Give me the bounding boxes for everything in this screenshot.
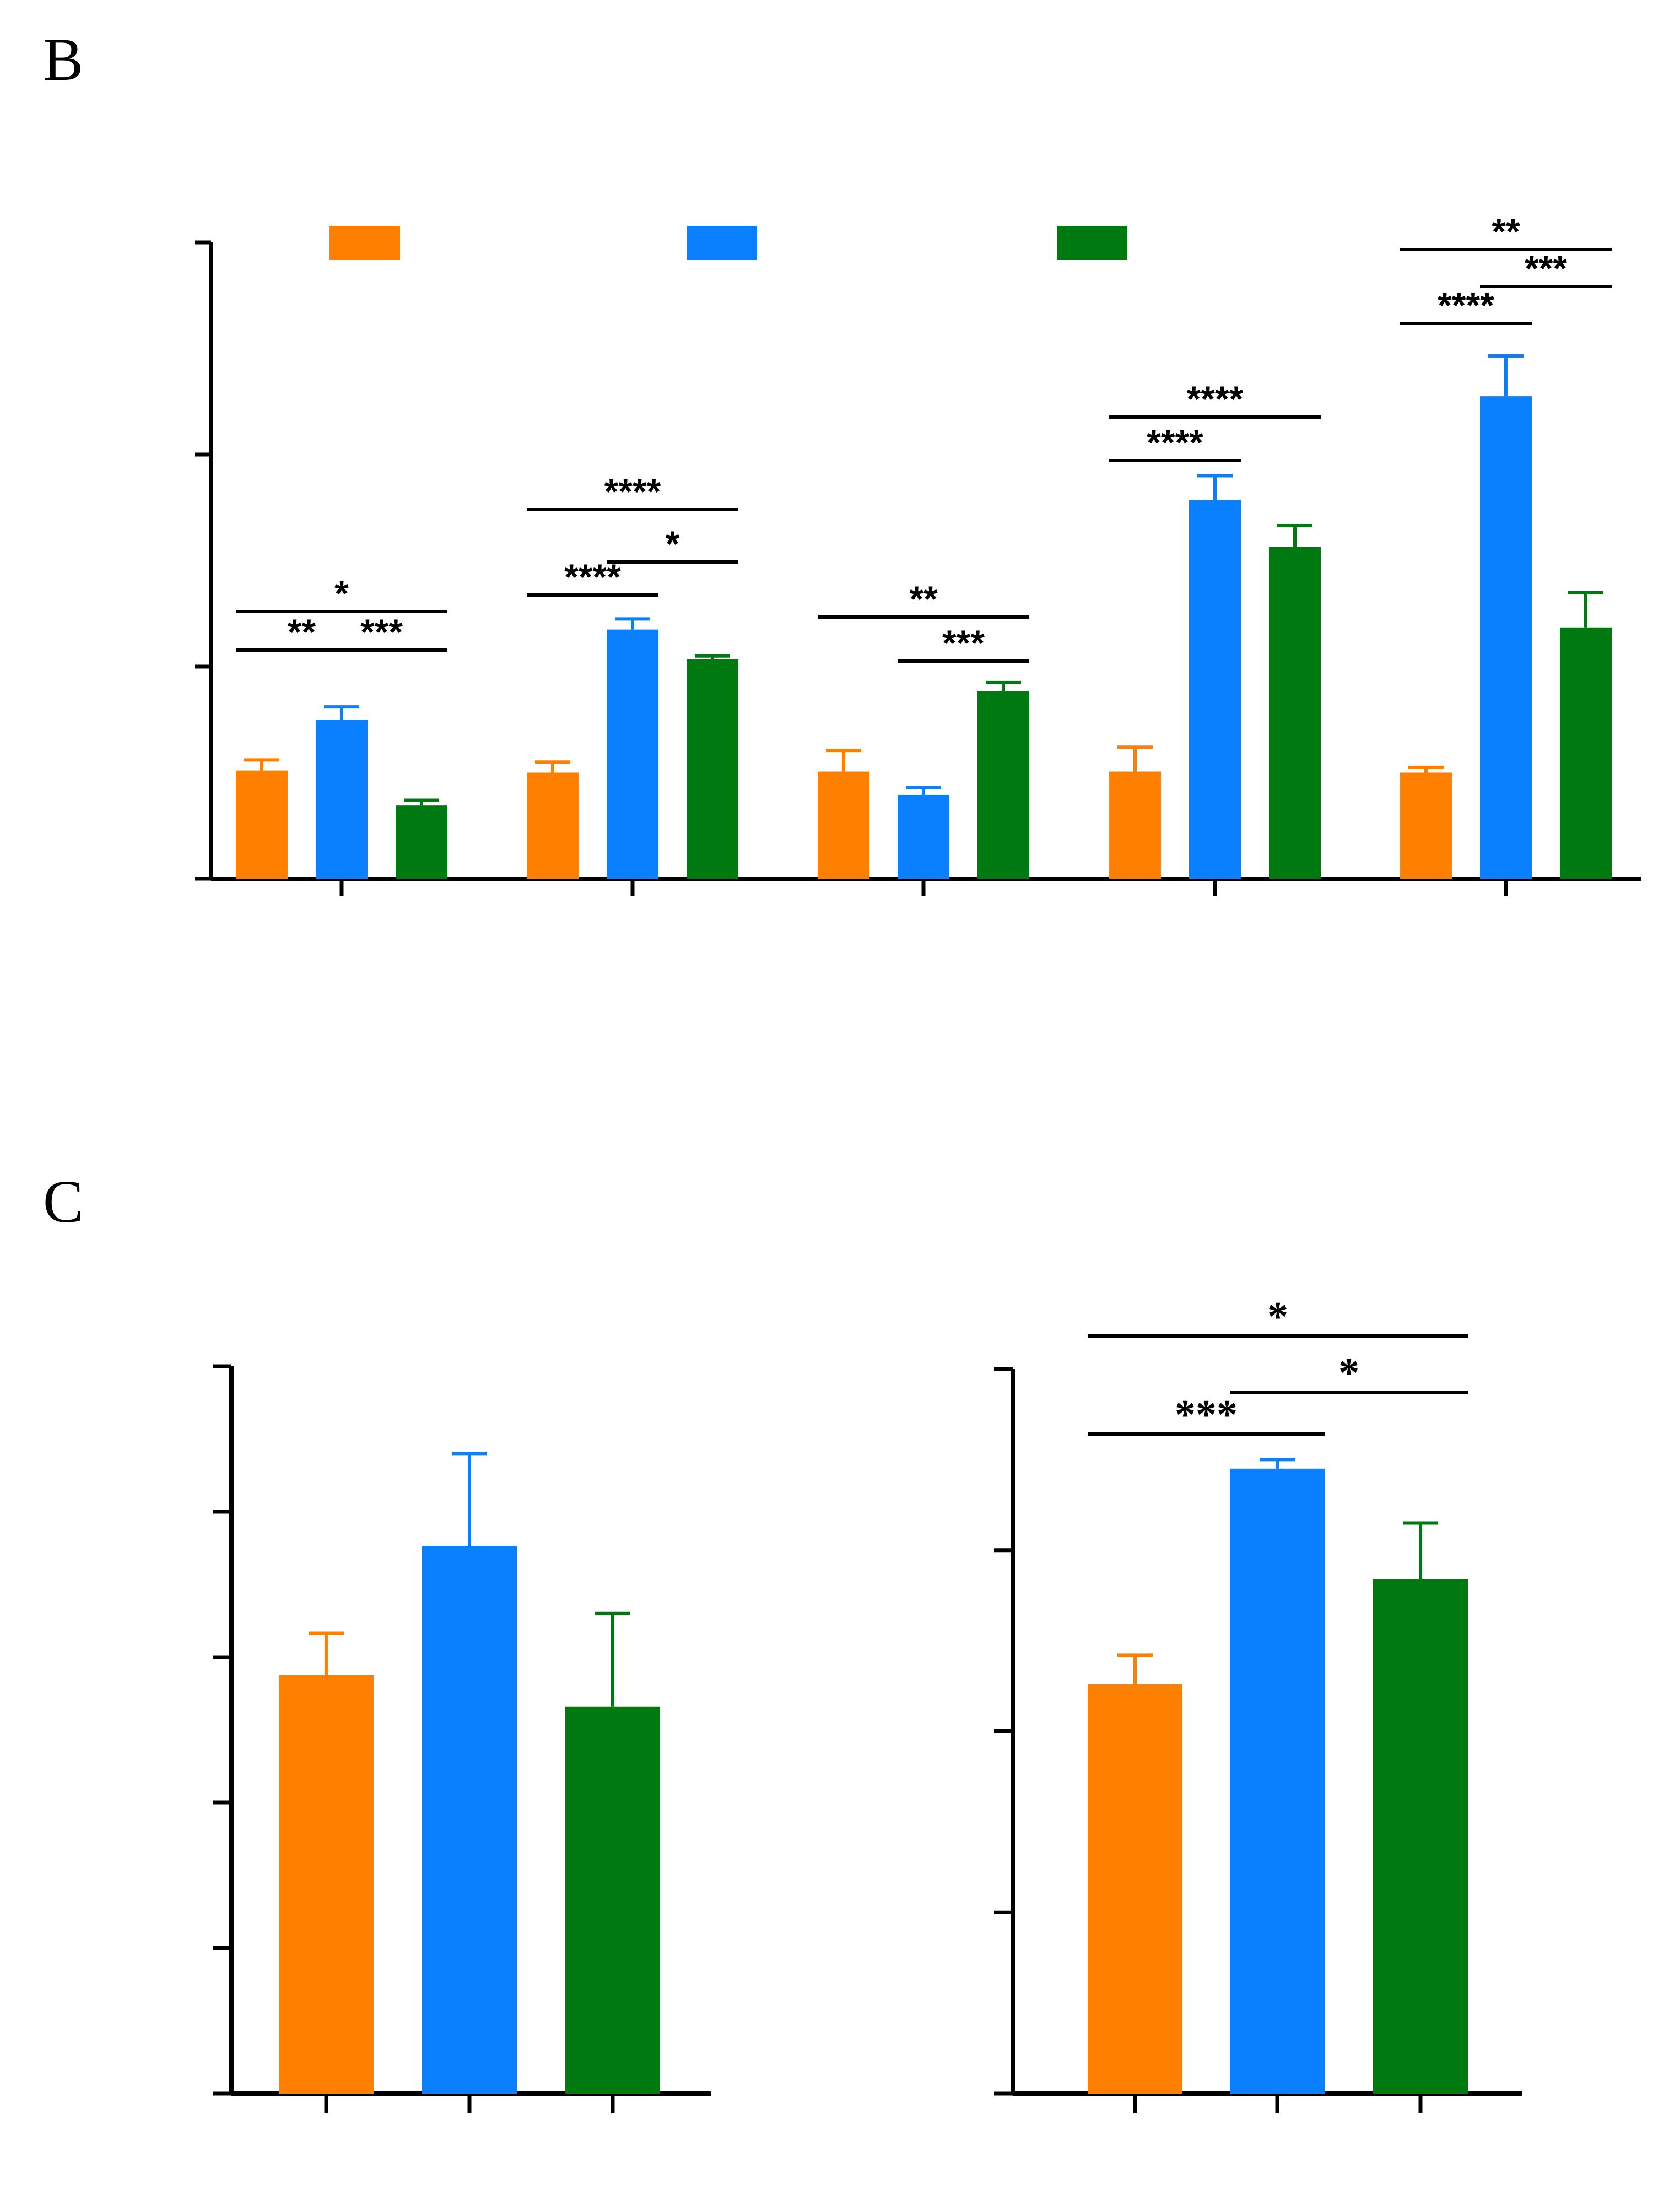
legend-swatch-nd: [329, 226, 400, 260]
sig-ikb-a-hfd-sf-label: ***: [942, 623, 985, 663]
sig-tnf-a-nd-hfd-label: ****: [1147, 422, 1203, 463]
bar-nd-tnf-a: [1109, 771, 1161, 879]
chart-c-beclin1: [213, 1364, 711, 2113]
bar-hfd-il-6: [1480, 396, 1532, 879]
bar-nd-ikb-a: [818, 771, 869, 879]
bar-hfd-tlr4: [607, 629, 658, 879]
bar-hfd-nf-kb: [316, 720, 368, 879]
bar-nd-tlr4: [527, 772, 579, 879]
bar-nd: [1088, 1684, 1182, 2094]
bar-sf-tlr4: [687, 659, 738, 879]
bar-sf-il-6: [1560, 627, 1612, 879]
bar-sf: [1373, 1579, 1468, 2094]
sig-nd-sf-label: *: [1267, 1294, 1288, 1340]
sig-nf-kb-hfd-sf-label: ***: [360, 612, 403, 652]
bar-sf-tnf-a: [1269, 547, 1321, 879]
bar-hfd: [422, 1546, 517, 2094]
bar-nd-nf-kb: [236, 770, 288, 879]
legend-swatch-hfd: [687, 226, 757, 260]
sig-il-6-nd-sf-label: **: [1492, 211, 1520, 252]
panel-label-c: C: [43, 1168, 83, 1235]
bar-hfd: [1230, 1468, 1325, 2094]
sig-nd-hfd-label: ***: [1175, 1392, 1238, 1438]
sig-il-6-nd-hfd-label: ****: [1438, 285, 1494, 326]
bar-sf-nf-kb: [396, 805, 447, 879]
sig-nf-kb-nd-sf-label: *: [334, 573, 349, 614]
sig-tlr4-nd-sf-label: ****: [604, 471, 661, 512]
panel-label-b: B: [43, 26, 83, 93]
bar-hfd-tnf-a: [1189, 500, 1241, 879]
sig-nf-kb-nd-hfd-label: **: [288, 612, 316, 652]
chart-b-mrna-levels: *** **********************************: [195, 211, 1641, 896]
sig-ikb-a-nd-sf-label: **: [909, 578, 938, 619]
sig-tnf-a-nd-sf-label: ****: [1187, 378, 1244, 419]
bar-nd-il-6: [1400, 772, 1452, 879]
bar-nd: [279, 1675, 374, 2094]
chart-c-lc3-ii: *****: [994, 1294, 1522, 2113]
sig-hfd-sf-label: *: [1338, 1350, 1359, 1396]
sig-tlr4-hfd-sf-label: *: [666, 523, 680, 564]
legend-swatch-sf: [1057, 226, 1127, 260]
bar-sf-ikb-a: [977, 691, 1029, 879]
bar-sf: [565, 1706, 660, 2094]
sig-il-6-hfd-sf-label: ***: [1525, 248, 1567, 289]
bar-hfd-ikb-a: [898, 794, 949, 879]
